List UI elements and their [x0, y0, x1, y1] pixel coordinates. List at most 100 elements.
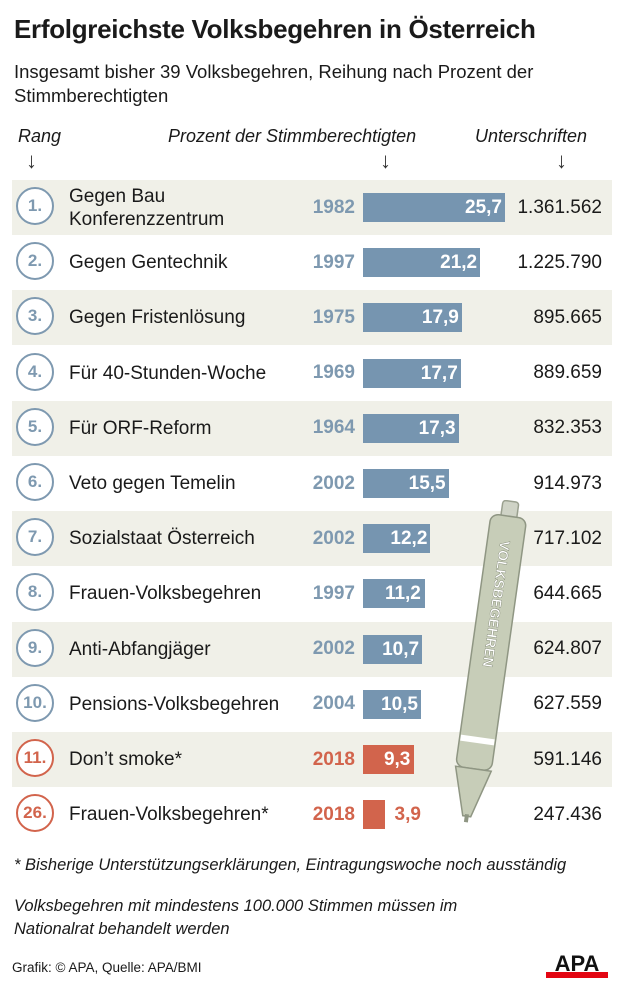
- initiative-name: Anti-Abfangjäger: [69, 638, 211, 660]
- percent-label: 10,5: [381, 693, 418, 715]
- rank-badge: 2.: [16, 242, 54, 281]
- initiative-name: Pensions-Volksbegehren: [69, 693, 280, 715]
- rank-badge: 8.: [16, 573, 54, 612]
- pen-point: [463, 813, 469, 823]
- percent-bar: [363, 579, 425, 609]
- signatures: 1.361.562: [517, 196, 602, 218]
- signatures: 644.665: [533, 582, 602, 604]
- percent-label: 12,2: [390, 528, 428, 550]
- initiative-name: Gegen Bau Konferenzzentrum: [69, 185, 225, 230]
- pen-ring: [460, 734, 495, 746]
- percent-bar: [363, 800, 385, 830]
- percent-label: 21,2: [440, 252, 478, 274]
- percent-label: 25,7: [465, 197, 502, 218]
- rank-header: Rang: [18, 126, 62, 146]
- apa-logo: APA: [546, 952, 608, 978]
- rank-badge: 6.: [16, 463, 54, 501]
- table-row: 11. Don’t smoke* 2018 9,3 591.146: [12, 732, 612, 787]
- pen-tip: [454, 765, 493, 818]
- percent-label: 9,3: [383, 749, 411, 770]
- year: 1997: [312, 582, 355, 604]
- rank-badge: 10.: [16, 683, 54, 722]
- signatures: 914.973: [533, 472, 602, 494]
- percent-label: 17,7: [420, 362, 458, 384]
- table-row: 4. Für 40-Stunden-Woche 1969 17,7 889.65…: [12, 346, 612, 401]
- year: 2018: [312, 803, 355, 825]
- table-row: 2. Gegen Gentechnik 1997 21,2 1.225.790: [12, 235, 612, 290]
- pen-illustration: VOLKSBEGEHREN: [454, 500, 527, 823]
- signatures: 591.146: [533, 748, 602, 770]
- signatures: 627.559: [533, 693, 602, 715]
- signatures: 889.659: [533, 362, 602, 384]
- initiative-name: Für ORF-Reform: [69, 417, 212, 439]
- note: Volksbegehren mit mindestens 100.000 Sti…: [14, 897, 458, 938]
- initiative-name: Frauen-Volksbegehren: [69, 583, 262, 605]
- chart-title: Erfolgreichste Volksbegehren in Österrei…: [14, 14, 536, 44]
- rank-badge: 26.: [16, 794, 54, 833]
- year: 2004: [312, 693, 355, 715]
- percent-bar: [363, 469, 449, 498]
- percent-label: 11,2: [384, 583, 421, 605]
- percent-label: 17,3: [418, 417, 456, 439]
- year: 1964: [312, 417, 355, 439]
- initiative-name: Don’t smoke*: [69, 749, 182, 770]
- percent-bar: [363, 248, 481, 278]
- percent-bar: [363, 524, 431, 554]
- percent-label: 10,7: [382, 638, 420, 660]
- initiative-name: Für 40-Stunden-Woche: [69, 362, 267, 384]
- year: 2002: [312, 638, 355, 660]
- year: 1997: [312, 251, 355, 273]
- year: 1982: [312, 196, 355, 218]
- footnote: * Bisherige Unterstützungserklärungen, E…: [14, 856, 567, 874]
- percent-bar: [363, 193, 505, 222]
- signatures: 895.665: [533, 306, 602, 328]
- initiative-name: Gegen Fristenlösung: [69, 307, 246, 329]
- initiative-name: Veto gegen Temelin: [69, 473, 236, 494]
- table-row: 6. Veto gegen Temelin 2002 15,5 914.973: [12, 456, 612, 511]
- percent-bar: [363, 689, 421, 719]
- rank-badge: 1.: [16, 187, 54, 225]
- signatures: 832.353: [533, 417, 602, 439]
- signatures: 247.436: [533, 803, 602, 825]
- signatures-arrow-icon: ↓: [556, 148, 567, 173]
- percent-bar: [363, 303, 462, 333]
- percent-bar: [363, 358, 461, 388]
- percent-bar: [363, 745, 415, 774]
- rank-badge: 3.: [16, 297, 54, 336]
- percent-label: 15,5: [408, 473, 446, 494]
- table-row: 10. Pensions-Volksbegehren 2004 10,5 627…: [12, 677, 612, 732]
- table-row: 26. Frauen-Volksbegehren* 2018 3,9 247.4…: [12, 787, 612, 842]
- rank-arrow-icon: ↓: [26, 148, 37, 173]
- year: 1975: [312, 306, 355, 328]
- signatures: 624.807: [533, 638, 602, 660]
- initiative-name: Sozialstaat Österreich: [69, 528, 255, 550]
- year: 2018: [312, 748, 355, 770]
- initiative-name: Gegen Gentechnik: [69, 252, 228, 274]
- signatures-header: Unterschriften: [475, 126, 588, 146]
- year: 1969: [312, 362, 355, 384]
- source-credit: Grafik: © APA, Quelle: APA/BMI: [12, 960, 202, 975]
- signatures: 717.102: [533, 527, 602, 549]
- rank-badge: 4.: [16, 352, 54, 391]
- table-row: 9. Anti-Abfangjäger 2002 10,7 624.807: [12, 621, 612, 677]
- rank-badge: 7.: [16, 518, 54, 557]
- rank-badge: 9.: [16, 628, 54, 667]
- year: 2002: [312, 472, 355, 494]
- table-row: 5. Für ORF-Reform 1964 17,3 832.353: [12, 400, 612, 456]
- rank-badge: 11.: [16, 739, 54, 777]
- percent-label: 3,9: [394, 804, 421, 826]
- percent-bar: [363, 413, 459, 443]
- percent-bar: [363, 634, 423, 664]
- chart-subtitle: Insgesamt bisher 39 Volksbegehren, Reihu…: [14, 61, 534, 106]
- rank-badge: 5.: [16, 407, 54, 446]
- table-row: 8. Frauen-Volksbegehren 1997 11,2 644.66…: [12, 566, 612, 621]
- initiative-name: Frauen-Volksbegehren*: [69, 804, 269, 826]
- percent-label: 17,9: [421, 307, 459, 329]
- percent-header: Prozent der Stimmberechtigten: [168, 126, 417, 146]
- table-row: 3. Gegen Fristenlösung 1975 17,9 895.665: [12, 290, 612, 346]
- signatures: 1.225.790: [517, 251, 602, 273]
- percent-arrow-icon: ↓: [380, 148, 391, 173]
- table-row: 1. Gegen Bau Konferenzzentrum 1982 25,7 …: [12, 180, 612, 235]
- year: 2002: [312, 527, 355, 549]
